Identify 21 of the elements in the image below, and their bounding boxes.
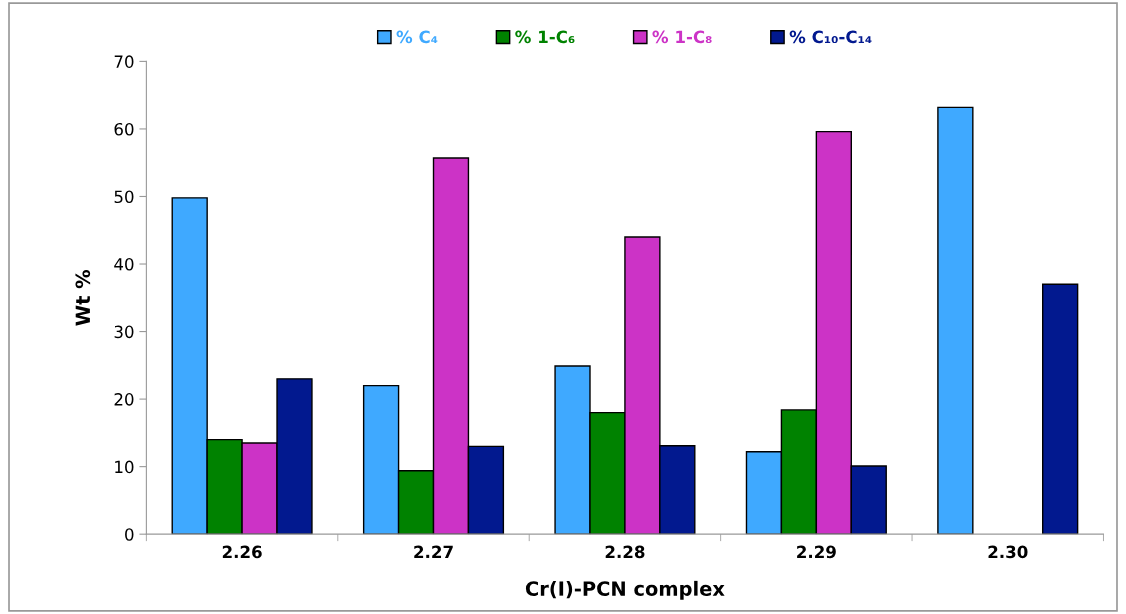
y-tick-label: 30 (114, 325, 134, 339)
x-tick-label: 2.30 (988, 545, 1028, 559)
legend-label: % C₁₀-C₁₄ (789, 30, 872, 44)
y-tick-label: 0 (125, 528, 134, 541)
y-tick-label: 20 (114, 393, 134, 406)
y-tick-label: 50 (114, 190, 134, 204)
x-tick-label: 2.28 (605, 545, 645, 559)
legend-label: % 1-C₆ (515, 30, 575, 44)
x-axis-title: Cr(I)-PCN complex (525, 580, 725, 600)
y-tick-label: 10 (115, 460, 134, 474)
x-tick-label: 2.26 (222, 545, 262, 559)
bar (937, 106, 974, 535)
legend-label: % C₄ (396, 30, 438, 44)
bar (1042, 283, 1079, 535)
x-tick-label: 2.27 (414, 545, 453, 558)
y-axis-title: Wt % (75, 269, 91, 326)
legend-label: % 1-C₈ (652, 30, 712, 44)
y-tick-label: 70 (114, 55, 134, 68)
y-tick-label: 40 (114, 257, 134, 271)
y-tick-label: 60 (114, 122, 134, 136)
x-tick-label: 2.29 (797, 545, 836, 559)
